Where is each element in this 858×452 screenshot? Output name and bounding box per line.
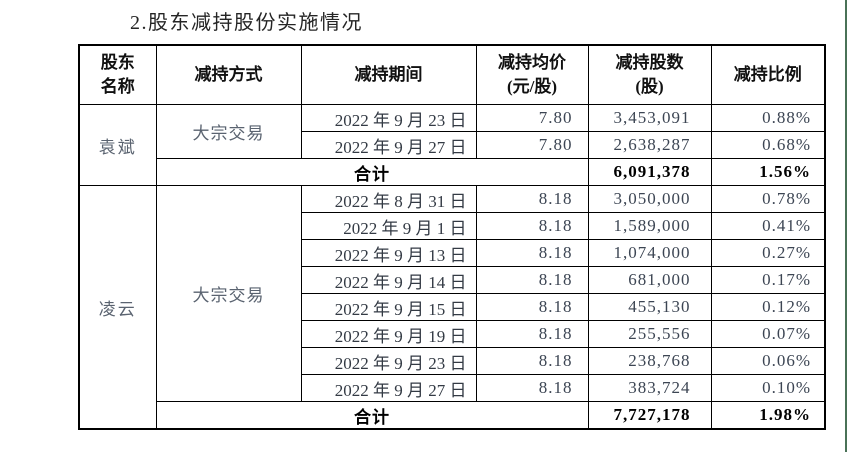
date-cell: 2022 年 9 月 15 日	[300, 293, 477, 321]
subtotal-shares-cell: 6,091,378	[587, 158, 712, 186]
ratio-cell: 0.68%	[710, 131, 826, 159]
ratio-cell: 0.07%	[710, 320, 826, 348]
subtotal-label-cell: 合计	[155, 401, 589, 430]
subtotal-row: 合计 6,091,378 1.56%	[79, 158, 826, 186]
table-row: 2022 年 9 月 14 日 8.18 681,000 0.17%	[79, 266, 826, 294]
col-header-reduction-period: 减持期间	[300, 44, 477, 105]
date-cell: 2022 年 9 月 14 日	[300, 266, 477, 294]
share-reduction-table: 股东 名称 减持方式 减持期间 减持均价 (元/股) 减持股数 (股) 减持比例 袁斌…	[78, 44, 826, 430]
shares-cell: 681,000	[587, 266, 712, 294]
ratio-cell: 0.27%	[710, 239, 826, 267]
subtotal-ratio-cell: 1.98%	[710, 401, 826, 430]
shares-cell: 238,768	[587, 347, 712, 375]
price-cell: 8.18	[475, 212, 589, 240]
col-header-reduction-ratio: 减持比例	[710, 44, 826, 105]
price-cell: 8.18	[475, 185, 589, 213]
price-cell: 7.80	[475, 131, 589, 159]
table-row: 2022 年 9 月 15 日 8.18 455,130 0.12%	[79, 293, 826, 321]
method-cell: 大宗交易	[155, 104, 302, 159]
price-cell: 7.80	[475, 104, 589, 132]
shares-cell: 1,074,000	[587, 239, 712, 267]
price-cell: 8.18	[475, 347, 589, 375]
price-cell: 8.18	[475, 239, 589, 267]
shares-cell: 3,050,000	[587, 185, 712, 213]
date-cell: 2022 年 9 月 1 日	[300, 212, 477, 240]
col-header-shares-reduced: 减持股数 (股)	[587, 44, 712, 105]
method-cell: 大宗交易	[155, 185, 302, 402]
table-row: 凌云 大宗交易 2022 年 8 月 31 日 8.18 3,050,000 0…	[78, 185, 826, 430]
ratio-cell: 0.41%	[710, 212, 826, 240]
date-cell: 2022 年 9 月 23 日	[300, 347, 477, 375]
price-cell: 8.18	[475, 293, 589, 321]
table-row: 2022 年 9 月 23 日 8.18 238,768 0.06%	[79, 347, 826, 375]
table-row: 2022 年 9 月 27 日 8.18 383,724 0.10%	[79, 374, 826, 402]
price-cell: 8.18	[475, 266, 589, 294]
shareholder-name-cell: 凌云	[78, 185, 157, 430]
shareholder-name-cell: 袁斌	[78, 104, 157, 186]
date-cell: 2022 年 9 月 27 日	[300, 374, 477, 402]
table-row: 2022 年 9 月 1 日 8.18 1,589,000 0.41%	[79, 212, 826, 240]
shares-cell: 1,589,000	[587, 212, 712, 240]
subtotal-ratio-cell: 1.56%	[710, 158, 826, 186]
date-cell: 2022 年 9 月 27 日	[300, 131, 477, 159]
header-row: 股东 名称 减持方式 减持期间 减持均价 (元/股) 减持股数 (股) 减持比例	[78, 44, 826, 105]
shares-cell: 455,130	[587, 293, 712, 321]
col-header-average-price: 减持均价 (元/股)	[475, 44, 589, 105]
price-cell: 8.18	[475, 320, 589, 348]
date-cell: 2022 年 9 月 23 日	[300, 104, 477, 132]
table-row: 袁斌 大宗交易 2022 年 9 月 23 日 7.80 3,453,091 0…	[78, 104, 826, 186]
date-cell: 2022 年 9 月 19 日	[300, 320, 477, 348]
col-header-reduction-method: 减持方式	[155, 44, 302, 105]
ratio-cell: 0.06%	[710, 347, 826, 375]
col-header-shareholder-name: 股东 名称	[78, 44, 157, 105]
table-row: 2022 年 9 月 27 日 7.80 2,638,287 0.68%	[79, 131, 826, 159]
ratio-cell: 0.10%	[710, 374, 826, 402]
shares-cell: 255,556	[587, 320, 712, 348]
ratio-cell: 0.12%	[710, 293, 826, 321]
date-cell: 2022 年 9 月 13 日	[300, 239, 477, 267]
shares-cell: 2,638,287	[587, 131, 712, 159]
shares-cell: 3,453,091	[587, 104, 712, 132]
table-row: 2022 年 9 月 19 日 8.18 255,556 0.07%	[79, 320, 826, 348]
page-border-line	[845, 0, 847, 452]
subtotal-row: 合计 7,727,178 1.98%	[79, 401, 826, 430]
subtotal-label-cell: 合计	[155, 158, 589, 186]
price-cell: 8.18	[475, 374, 589, 402]
ratio-cell: 0.17%	[710, 266, 826, 294]
shares-cell: 383,724	[587, 374, 712, 402]
ratio-cell: 0.78%	[710, 185, 826, 213]
date-cell: 2022 年 8 月 31 日	[300, 185, 477, 213]
subtotal-shares-cell: 7,727,178	[587, 401, 712, 430]
ratio-cell: 0.88%	[710, 104, 826, 132]
table-row: 2022 年 9 月 13 日 8.18 1,074,000 0.27%	[79, 239, 826, 267]
section-title: 2.股东减持股份实施情况	[130, 12, 363, 34]
